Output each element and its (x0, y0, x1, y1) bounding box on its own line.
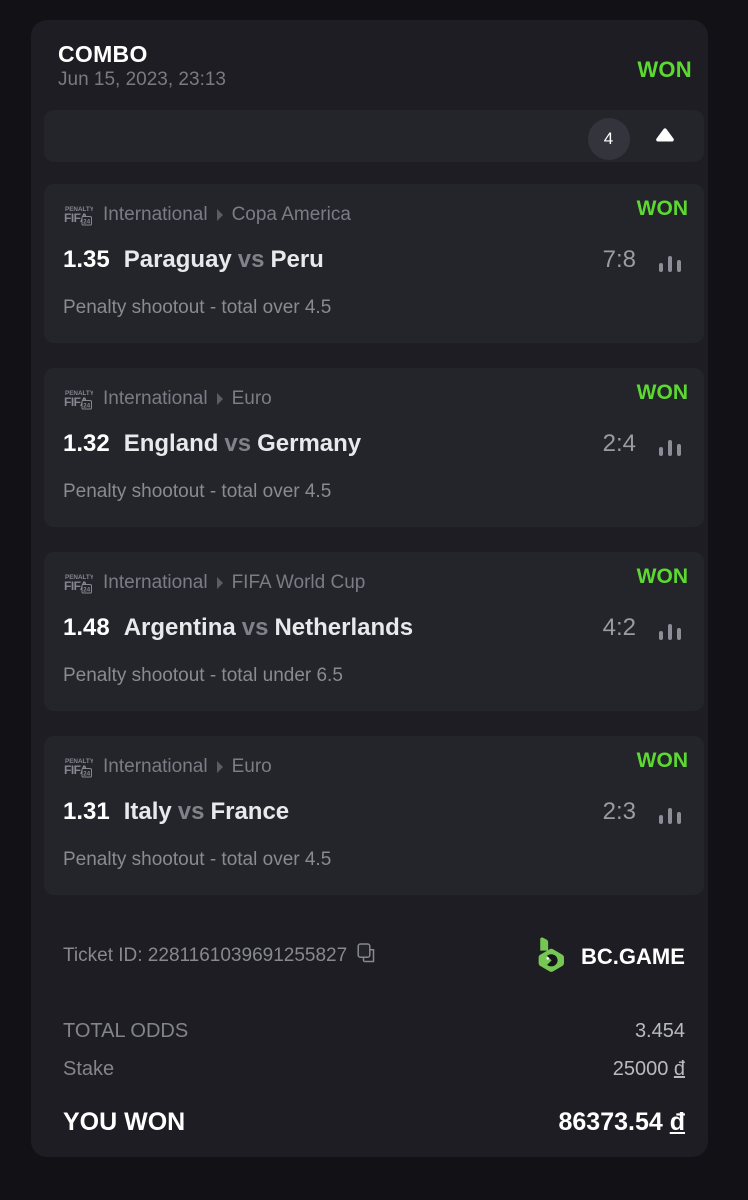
svg-text:24: 24 (83, 586, 90, 593)
svg-text:24: 24 (83, 218, 90, 225)
svg-text:24: 24 (83, 402, 90, 409)
svg-text:24: 24 (83, 770, 90, 777)
